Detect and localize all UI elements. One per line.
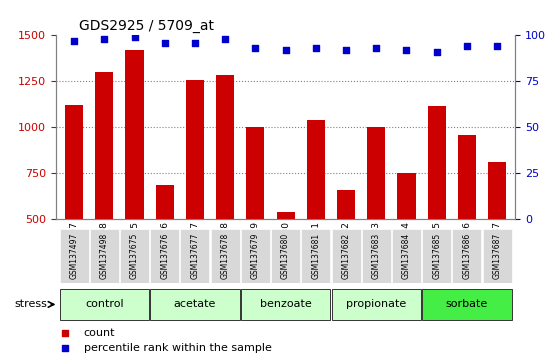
Text: GSM137677: GSM137677	[190, 233, 199, 279]
Point	[402, 47, 411, 53]
Text: percentile rank within the sample: percentile rank within the sample	[83, 343, 272, 353]
FancyBboxPatch shape	[241, 229, 270, 283]
FancyBboxPatch shape	[392, 229, 421, 283]
Bar	[246, 126, 264, 312]
Text: GSM137684: GSM137684	[402, 233, 411, 279]
Point	[100, 36, 109, 42]
Point	[160, 40, 169, 46]
Text: GSM137676: GSM137676	[160, 233, 169, 279]
FancyBboxPatch shape	[180, 229, 209, 283]
Bar	[488, 162, 506, 312]
FancyBboxPatch shape	[90, 229, 119, 283]
Text: GSM137497: GSM137497	[69, 233, 78, 279]
Text: GSM137687: GSM137687	[493, 233, 502, 279]
Point	[365, 147, 374, 153]
Text: propionate: propionate	[346, 299, 407, 309]
Bar	[216, 75, 234, 312]
Bar	[277, 212, 295, 312]
Bar	[428, 106, 446, 312]
FancyBboxPatch shape	[120, 229, 149, 283]
Text: stress: stress	[14, 299, 47, 309]
Bar	[367, 126, 385, 312]
Text: GSM137681: GSM137681	[311, 233, 320, 279]
Point	[221, 36, 230, 42]
FancyBboxPatch shape	[362, 229, 391, 283]
Point	[372, 45, 381, 51]
Point	[251, 45, 260, 51]
Text: GSM137685: GSM137685	[432, 233, 441, 279]
Point	[342, 47, 351, 53]
Bar	[65, 105, 83, 312]
FancyBboxPatch shape	[211, 229, 240, 283]
Point	[493, 44, 502, 49]
FancyBboxPatch shape	[332, 229, 361, 283]
Text: GSM137675: GSM137675	[130, 233, 139, 279]
FancyBboxPatch shape	[332, 289, 421, 320]
Text: GDS2925 / 5709_at: GDS2925 / 5709_at	[79, 19, 214, 33]
FancyBboxPatch shape	[59, 289, 149, 320]
Text: GSM137498: GSM137498	[100, 233, 109, 279]
Bar	[125, 50, 143, 312]
FancyBboxPatch shape	[59, 229, 88, 283]
Text: benzoate: benzoate	[260, 299, 311, 309]
Point	[432, 49, 441, 55]
Text: GSM137686: GSM137686	[463, 233, 472, 279]
Bar	[398, 173, 416, 312]
Text: count: count	[83, 328, 115, 338]
FancyBboxPatch shape	[241, 289, 330, 320]
Text: GSM137683: GSM137683	[372, 233, 381, 279]
FancyBboxPatch shape	[483, 229, 512, 283]
FancyBboxPatch shape	[422, 229, 451, 283]
Bar	[458, 135, 476, 312]
Point	[190, 40, 199, 46]
Point	[311, 45, 320, 51]
Point	[463, 44, 472, 49]
Text: GSM137678: GSM137678	[221, 233, 230, 279]
Bar	[337, 190, 355, 312]
FancyBboxPatch shape	[301, 229, 330, 283]
Bar	[307, 120, 325, 312]
Bar	[156, 184, 174, 312]
Text: GSM137682: GSM137682	[342, 233, 351, 279]
Text: acetate: acetate	[174, 299, 216, 309]
Point	[69, 38, 78, 44]
FancyBboxPatch shape	[452, 229, 482, 283]
Bar	[95, 72, 113, 312]
FancyBboxPatch shape	[422, 289, 512, 320]
Text: sorbate: sorbate	[446, 299, 488, 309]
Bar	[186, 80, 204, 312]
FancyBboxPatch shape	[150, 289, 240, 320]
Point	[365, 277, 374, 283]
Text: GSM137680: GSM137680	[281, 233, 290, 279]
FancyBboxPatch shape	[271, 229, 300, 283]
FancyBboxPatch shape	[150, 229, 179, 283]
Point	[130, 34, 139, 40]
Text: GSM137679: GSM137679	[251, 233, 260, 279]
Point	[281, 47, 290, 53]
Text: control: control	[85, 299, 124, 309]
